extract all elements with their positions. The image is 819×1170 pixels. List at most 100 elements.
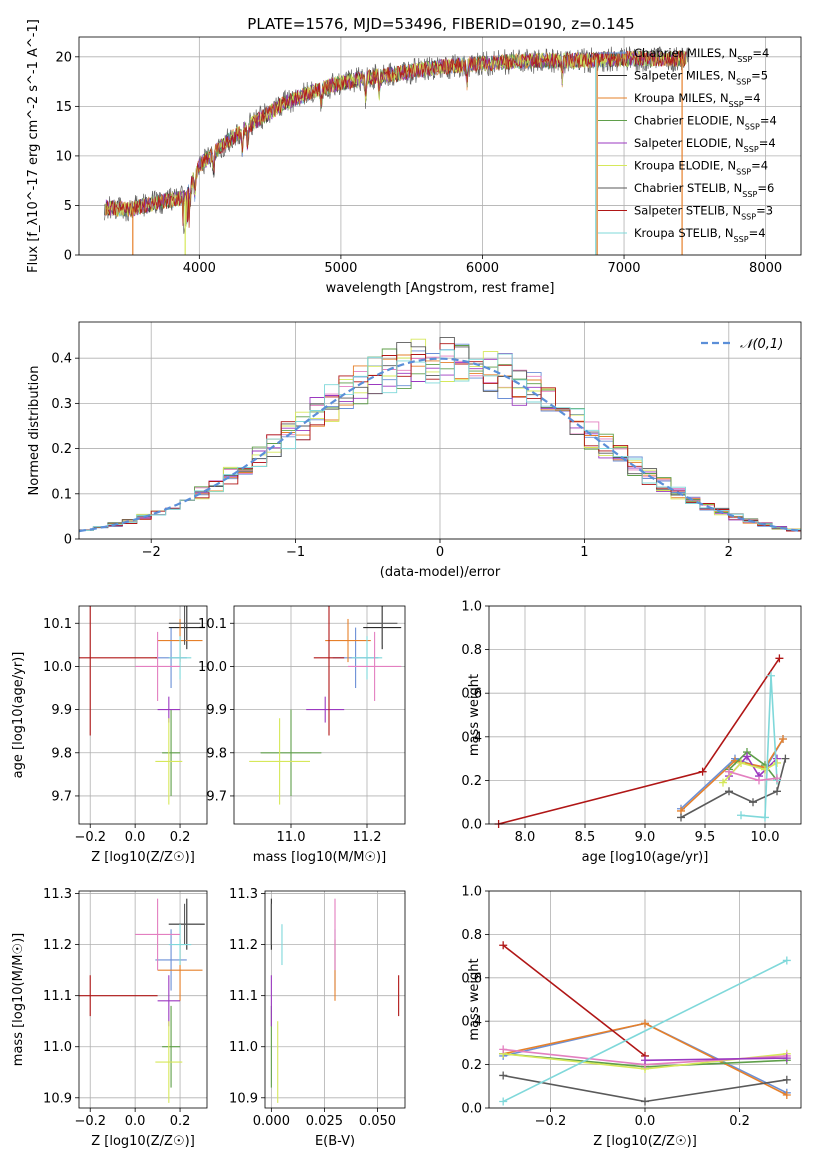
error-crosses	[79, 606, 205, 805]
spectrum-legend: Chabrier MILES, NSSP=4 Salpeter MILES, NS…	[598, 46, 777, 244]
weight-marker	[499, 941, 508, 950]
weight-vs-age-panel: 8.0 8.5 9.0 9.5 10.0 0.0 0.2 0.4 0.6 0.8 1.0 age [l…	[461, 600, 802, 865]
y-tick-label: 0.1	[51, 487, 72, 502]
y-tick-label: 10.9	[229, 1091, 258, 1106]
y-tick-label: 11.3	[229, 887, 258, 902]
weight-marker	[779, 734, 787, 743]
x-tick-label: 0.2	[170, 1114, 191, 1129]
y-tick-label: 0.2	[461, 774, 482, 789]
grid-lines	[489, 605, 801, 825]
y-tick-label: 11.2	[43, 938, 72, 953]
y-tick-label: 5	[64, 199, 72, 214]
y-tick-label: 0.2	[461, 1058, 482, 1073]
x-tick-label: 9.0	[635, 830, 656, 845]
y-axis-label: Normed distribution	[27, 366, 42, 496]
y-tick-label: 9.8	[206, 746, 227, 761]
grid-lines	[489, 890, 801, 1109]
x-tick-label: 6000	[466, 261, 499, 276]
x-tick-label: 8000	[749, 261, 782, 276]
x-axis-label: wavelength [Angstrom, rest frame]	[326, 281, 555, 296]
x-tick-label: 0.0	[125, 1114, 146, 1129]
legend-label: Kroupa STELIB, NSSP=4	[634, 226, 766, 244]
weight-series	[502, 944, 646, 1057]
legend-label: Chabrier ELODIE, NSSP=4	[634, 114, 777, 132]
y-tick-label: 0.4	[461, 730, 482, 745]
plot-frame	[78, 36, 802, 256]
grid-lines	[79, 891, 207, 1108]
weight-marker	[782, 1075, 791, 1084]
x-tick-label: 7000	[607, 261, 640, 276]
y-tick-label: 20	[55, 50, 72, 65]
legend-label: Kroupa MILES, NSSP=4	[634, 91, 761, 109]
y-tick-label: 1.0	[461, 600, 482, 615]
y-tick-label: 11.3	[43, 887, 72, 902]
error-crosses	[270, 898, 400, 1103]
error-crosses	[79, 898, 205, 1103]
y-tick-label: 9.7	[51, 789, 72, 804]
weight-marker	[737, 758, 745, 767]
weight-series	[498, 657, 781, 825]
grid-lines	[79, 606, 207, 824]
weight-marker	[775, 654, 784, 663]
age-vs-metallicity-panel: −0.2 0.0 0.2 9.7 9.8 9.9 10.0 10.1 Z [log10(Z/Z☉…	[11, 605, 208, 865]
x-tick-label: −0.2	[74, 1114, 106, 1129]
x-tick-label: 0.050	[359, 1114, 396, 1129]
weight-series	[644, 1057, 787, 1062]
y-tick-label: 9.8	[51, 746, 72, 761]
weight-marker	[773, 787, 781, 796]
x-tick-label: −1	[286, 545, 305, 560]
legend-label: Chabrier MILES, NSSP=4	[634, 46, 769, 64]
weight-marker	[641, 1056, 649, 1065]
weight-marker	[781, 754, 790, 763]
histogram-series	[79, 349, 801, 534]
y-tick-label: 0.6	[461, 687, 482, 702]
weight-marker	[725, 767, 733, 776]
y-tick-label: 11.0	[43, 1040, 72, 1055]
x-tick-label: 0.0	[125, 830, 146, 845]
weight-marker	[737, 811, 745, 820]
weight-marker	[767, 671, 775, 680]
weight-marker	[761, 813, 769, 822]
weight-series	[728, 751, 778, 781]
y-tick-label: 0.2	[51, 442, 72, 457]
x-axis-label: Z [log10(Z/Z☉)]	[91, 850, 195, 865]
x-tick-label: 2	[725, 545, 733, 560]
y-tick-label: 0.0	[461, 1102, 482, 1117]
x-tick-label: 8.0	[515, 830, 536, 845]
weight-marker	[719, 778, 727, 787]
weight-marker	[743, 752, 751, 761]
y-tick-label: 10.1	[198, 617, 227, 632]
weight-marker	[499, 1071, 508, 1080]
x-tick-label: 11.2	[353, 830, 382, 845]
y-tick-label: 10.1	[43, 617, 72, 632]
weight-marker	[749, 798, 757, 807]
y-tick-label: 0	[64, 533, 72, 548]
weight-series	[740, 675, 778, 819]
x-tick-label: 9.5	[695, 830, 716, 845]
plot-frame	[264, 890, 406, 1109]
x-axis-label: Z [log10(Z/Z☉)]	[91, 1134, 195, 1149]
y-tick-label: 9.9	[51, 703, 72, 718]
x-tick-label: 0.2	[170, 830, 191, 845]
y-tick-label: 11.2	[229, 938, 258, 953]
weight-marker	[782, 1090, 791, 1099]
mass-vs-extinction-panel: 0.000 0.025 0.050 10.9 11.0 11.1 11.2 11.3 E(B-V…	[229, 887, 406, 1149]
legend-label: 𝒩(0,1)	[740, 337, 783, 352]
legend-label: Salpeter STELIB, NSSP=3	[634, 204, 773, 222]
legend-label: Salpeter ELODIE, NSSP=4	[634, 136, 776, 154]
x-tick-label: 8.5	[575, 830, 596, 845]
y-axis-label: Flux [f_λ10^-17 erg cm^-2 s^-1 A^-1]	[26, 19, 41, 273]
x-tick-label: −0.2	[535, 1114, 567, 1129]
weight-marker	[499, 1097, 508, 1106]
weight-series	[502, 959, 788, 1103]
x-tick-label: 0.025	[306, 1114, 343, 1129]
histogram-legend: 𝒩(0,1)	[701, 337, 783, 352]
y-tick-label: 10	[55, 149, 72, 164]
y-axis-label: mass weight	[467, 958, 482, 1040]
weight-series	[728, 770, 778, 782]
x-tick-label: 0.000	[253, 1114, 290, 1129]
normal-reference-curve	[79, 357, 799, 533]
y-tick-label: 15	[55, 100, 72, 115]
x-tick-label: 11.0	[277, 830, 306, 845]
